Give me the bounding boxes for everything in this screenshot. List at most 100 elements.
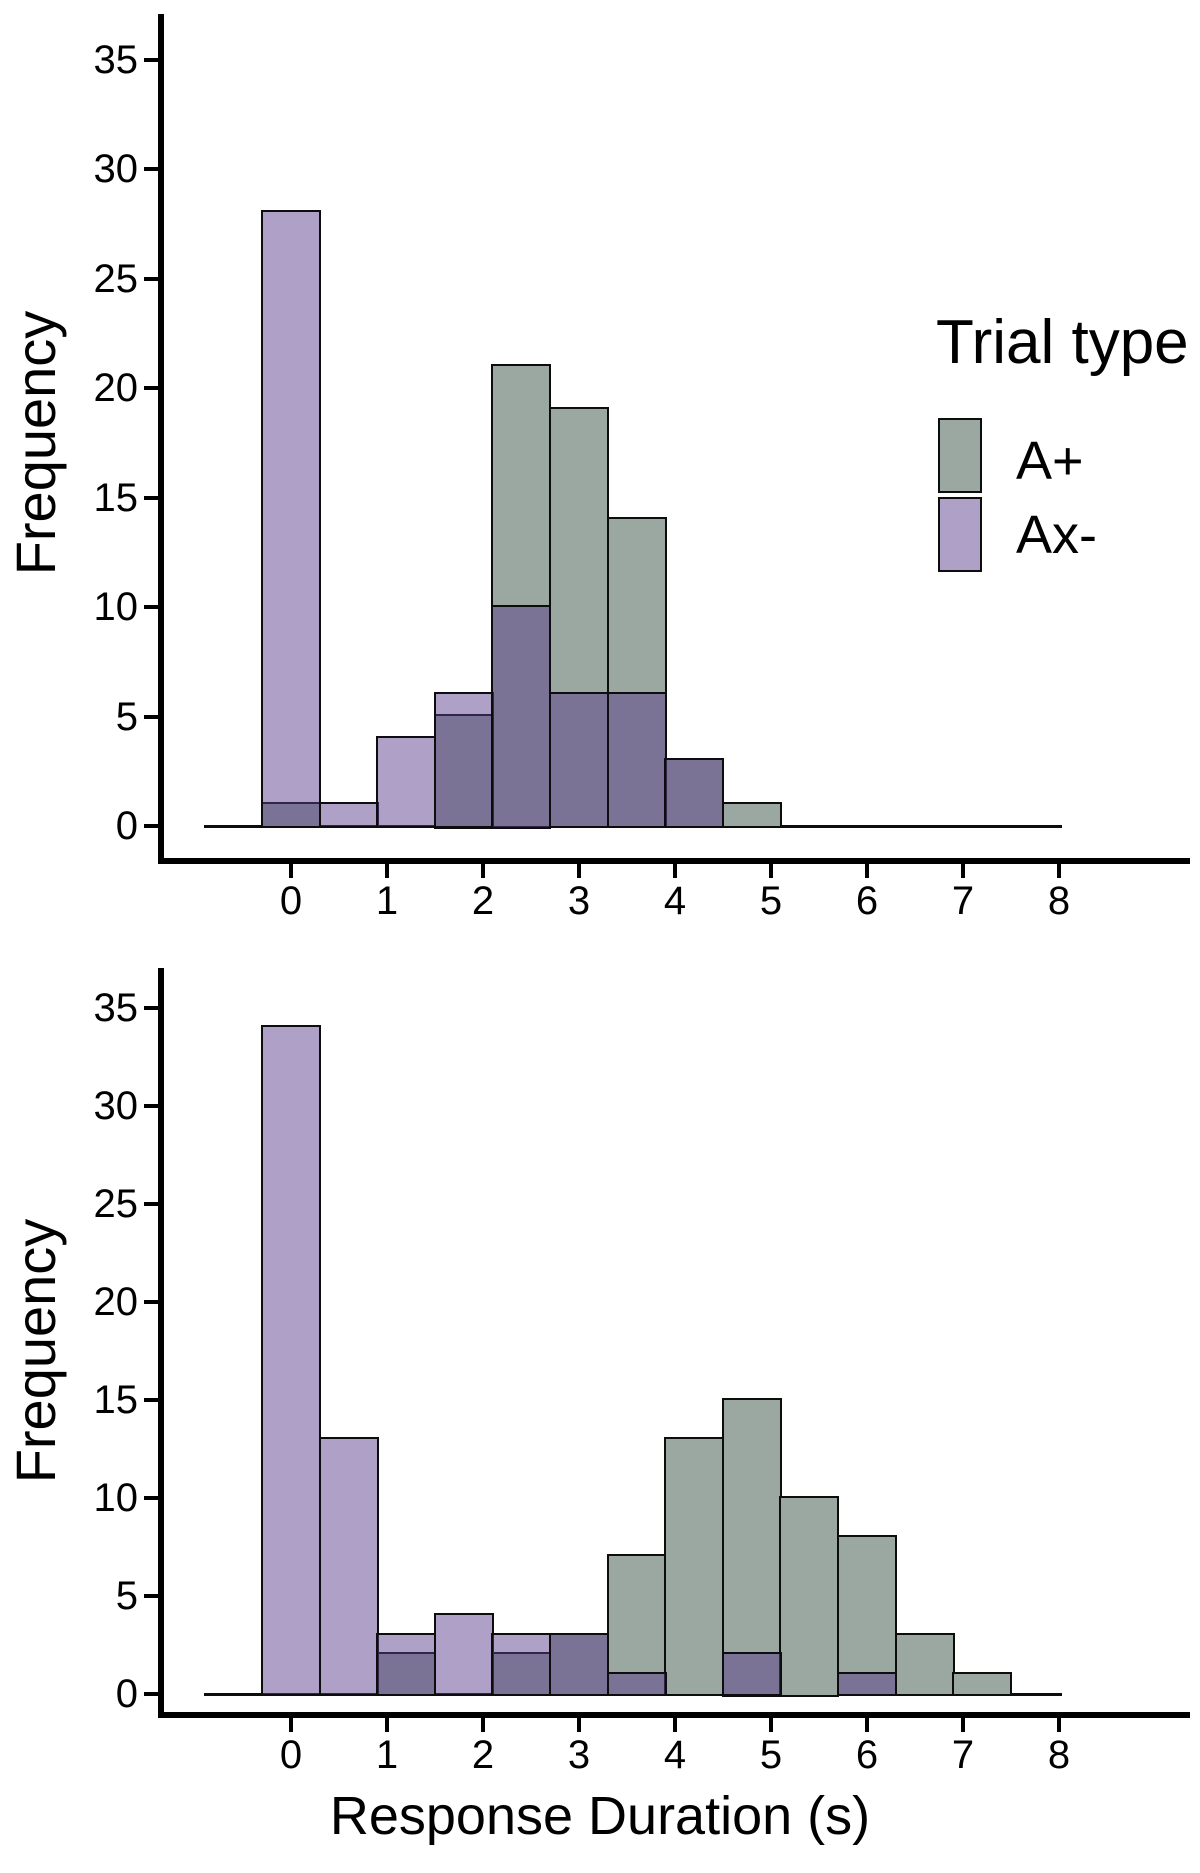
legend-swatch-a-plus xyxy=(938,418,982,493)
bar-a-plus-bin-4 xyxy=(491,363,552,829)
y-tick-label: 20 xyxy=(93,366,139,410)
y-tick-mark xyxy=(144,1398,158,1402)
y-tick-label: 30 xyxy=(93,1084,139,1128)
legend-label-ax-minus: Ax- xyxy=(1016,505,1097,565)
bar-a-plus-bin-3 xyxy=(433,714,494,829)
x-tick-mark xyxy=(961,864,965,878)
bar-ax-minus-bin-10 xyxy=(836,1671,898,1697)
x-tick-mark xyxy=(865,864,869,878)
x-tick-mark xyxy=(481,864,485,878)
x-axis-spine xyxy=(158,858,1190,864)
bar-ax-minus-bin-6 xyxy=(606,1671,667,1697)
x-tick-label: 7 xyxy=(951,1733,975,1777)
x-tick-mark xyxy=(289,864,293,878)
y-tick-mark xyxy=(144,167,158,171)
y-axis-spine xyxy=(158,14,164,864)
x-tick-mark xyxy=(769,864,773,878)
x-tick-label: 8 xyxy=(1047,1733,1071,1777)
y-tick-label: 0 xyxy=(115,804,138,848)
x-tick-label: 5 xyxy=(759,879,783,923)
bar-a-plus-bin-11 xyxy=(894,1632,955,1697)
x-tick-label: 4 xyxy=(663,1733,687,1777)
x-tick-label: 2 xyxy=(471,1733,495,1777)
y-tick-label: 5 xyxy=(115,694,138,739)
x-tick-label: 4 xyxy=(663,879,687,923)
y-tick-mark xyxy=(144,1006,158,1010)
y-tick-label: 5 xyxy=(115,1574,138,1618)
bar-a-plus-bin-9 xyxy=(779,1495,840,1697)
x-tick-label: 2 xyxy=(471,879,495,923)
y-tick-mark xyxy=(144,57,158,62)
x-axis-spine xyxy=(158,1712,1190,1718)
bar-a-plus-bin-8 xyxy=(721,801,782,829)
legend-swatch-ax-minus xyxy=(938,497,982,572)
bar-ax-minus-bin-0 xyxy=(260,1025,322,1697)
y-tick-label: 20 xyxy=(93,1280,139,1324)
y-tick-mark xyxy=(144,1104,158,1108)
y-tick-mark xyxy=(144,714,158,719)
bar-ax-minus-bin-2 xyxy=(376,1632,437,1697)
x-tick-mark xyxy=(481,1718,485,1732)
x-tick-mark xyxy=(865,1718,869,1732)
y-tick-mark xyxy=(144,824,158,828)
bar-ax-minus-bin-1 xyxy=(318,801,379,829)
y-tick-label: 25 xyxy=(93,256,139,301)
y-tick-label: 25 xyxy=(93,1182,139,1226)
y-tick-label: 15 xyxy=(93,475,139,520)
y-tick-label: 10 xyxy=(93,1476,139,1520)
x-tick-label: 8 xyxy=(1047,879,1071,923)
x-tick-mark xyxy=(769,1718,773,1732)
x-axis-title: Response Duration (s) xyxy=(329,1786,871,1846)
bar-ax-minus-bin-4 xyxy=(491,1632,552,1697)
y-tick-mark xyxy=(144,1692,158,1696)
x-tick-mark xyxy=(961,1718,965,1732)
bar-ax-minus-bin-0 xyxy=(260,210,322,829)
y-axis-spine xyxy=(158,968,164,1718)
y-tick-mark xyxy=(144,386,158,390)
bar-ax-minus-bin-8 xyxy=(721,1652,782,1697)
bar-ax-minus-bin-4 xyxy=(491,604,552,829)
y-tick-label: 35 xyxy=(93,986,139,1030)
x-tick-label: 3 xyxy=(567,879,591,923)
x-tick-mark xyxy=(673,864,677,878)
x-tick-mark xyxy=(289,1718,293,1732)
x-tick-label: 1 xyxy=(375,1733,399,1777)
bar-a-plus-bin-5 xyxy=(548,1632,610,1697)
y-tick-label: 35 xyxy=(93,37,139,82)
bar-ax-minus-bin-5 xyxy=(548,692,610,829)
x-tick-mark xyxy=(577,864,581,878)
x-tick-label: 7 xyxy=(951,879,975,923)
y-tick-label: 0 xyxy=(115,1672,138,1716)
x-tick-mark xyxy=(385,864,389,878)
bar-ax-minus-bin-5 xyxy=(548,1632,610,1697)
bar-a-plus-bin-8 xyxy=(721,1397,782,1697)
bar-a-plus-bin-7 xyxy=(664,1436,725,1697)
y-tick-mark xyxy=(144,276,158,281)
y-tick-mark xyxy=(144,605,158,609)
x-tick-label: 5 xyxy=(759,1733,783,1777)
x-tick-mark xyxy=(385,1718,389,1732)
legend-label-a-plus: A+ xyxy=(1016,431,1084,491)
x-tick-mark xyxy=(673,1718,677,1732)
x-tick-label: 6 xyxy=(855,879,879,923)
x-tick-mark xyxy=(1057,864,1061,878)
x-tick-label: 3 xyxy=(567,1733,591,1777)
y-tick-mark xyxy=(144,1496,158,1500)
x-tick-label: 1 xyxy=(375,879,399,923)
x-tick-label: 0 xyxy=(279,1733,303,1777)
y-tick-label: 30 xyxy=(93,147,139,191)
x-tick-mark xyxy=(1057,1718,1061,1732)
bar-a-plus-bin-12 xyxy=(952,1671,1013,1697)
bar-a-plus-bin-6 xyxy=(606,516,667,829)
x-tick-label: 0 xyxy=(279,879,303,923)
y-tick-label: 15 xyxy=(93,1378,139,1422)
x-tick-label: 6 xyxy=(855,1733,879,1777)
y-tick-mark xyxy=(144,1594,158,1598)
y-tick-mark xyxy=(144,1202,158,1206)
y-tick-mark xyxy=(144,1300,158,1304)
legend-title: Trial type xyxy=(936,308,1189,377)
bar-ax-minus-bin-3 xyxy=(433,1613,494,1697)
